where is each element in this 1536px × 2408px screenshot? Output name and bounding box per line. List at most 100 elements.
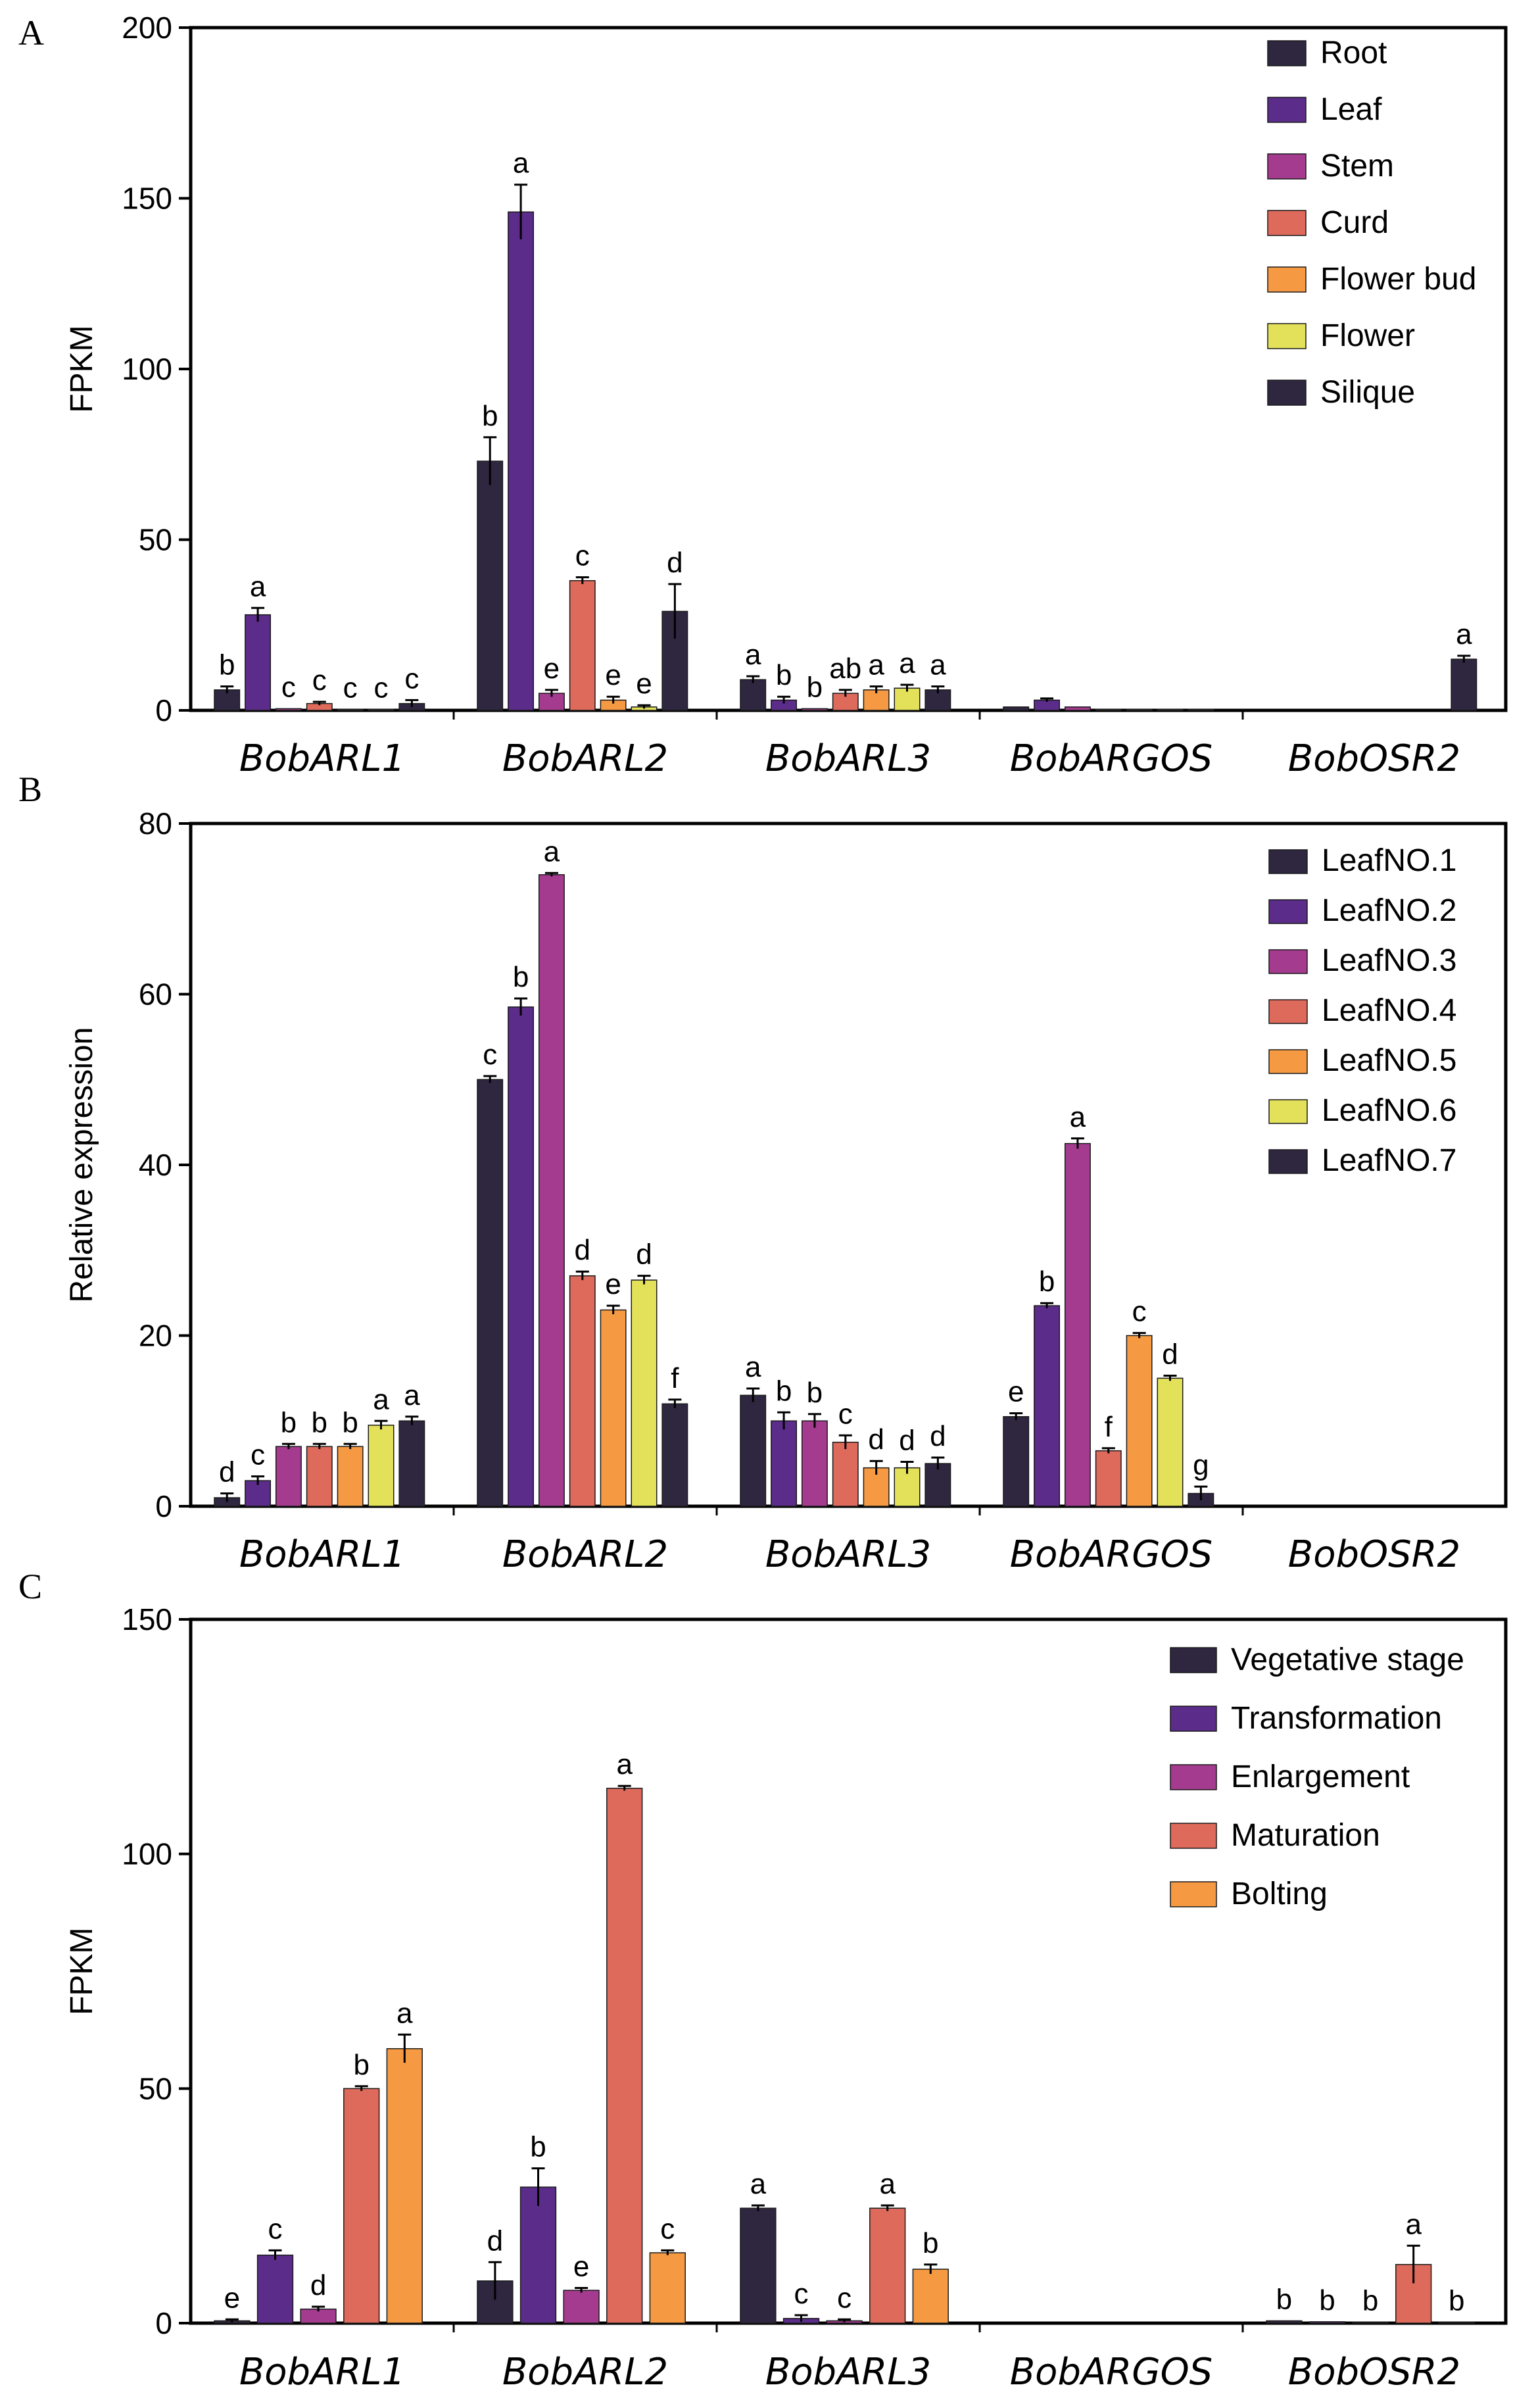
legend-swatch (1267, 380, 1307, 406)
bar-bolting (1438, 2321, 1475, 2324)
bar-transformation (256, 2254, 294, 2324)
significance-letter: e (636, 668, 652, 700)
significance-letter: a (1070, 1101, 1086, 1133)
significance-letter: b (482, 400, 498, 432)
significance-letter: d (310, 2269, 326, 2301)
bar-stem (275, 708, 302, 711)
category-label: BobARL3 (765, 2351, 931, 2394)
y-axis-title: Relative expression (64, 1027, 99, 1303)
legend-swatch (1170, 1647, 1217, 1673)
significance-letter: a (868, 649, 884, 681)
legend-swatch (1267, 97, 1307, 123)
significance-letter: a (930, 649, 946, 681)
legend-label: Leaf (1320, 92, 1382, 127)
category-label: BobARL1 (239, 737, 405, 780)
bar-enlargement (1352, 2321, 1389, 2324)
significance-letter: e (605, 659, 621, 691)
legend-label: Root (1320, 36, 1387, 70)
category-label: BobOSR2 (1288, 1533, 1460, 1576)
significance-letter: d (1162, 1338, 1178, 1370)
y-tick-label: 20 (139, 1319, 172, 1353)
bar-leafno-5 (337, 1446, 364, 1507)
significance-letter: d (487, 2224, 503, 2257)
significance-letter: b (923, 2227, 938, 2259)
bar-leafno-7 (398, 1420, 425, 1507)
legend-label: Maturation (1231, 1818, 1380, 1853)
category-label: BobOSR2 (1288, 2351, 1460, 2394)
y-tick-label: 100 (122, 1837, 172, 1871)
significance-letter: b (1362, 2285, 1378, 2317)
significance-letter: g (1193, 1449, 1209, 1481)
bar-flower-bud (337, 708, 364, 711)
category-label: BobARL2 (502, 737, 668, 780)
y-tick-label: 0 (155, 693, 172, 727)
significance-letter: e (573, 2251, 589, 2283)
significance-letter: a (1405, 2208, 1422, 2240)
significance-letter: a (373, 1383, 389, 1415)
significance-letter: a (750, 2168, 767, 2200)
y-axis-title: FPKM (64, 325, 99, 412)
significance-letter: a (616, 1748, 633, 1781)
significance-letter: a (745, 1351, 761, 1383)
bar-flower (894, 687, 921, 711)
bar-leafno-5 (600, 1309, 627, 1507)
significance-letter: b (776, 659, 792, 691)
y-tick-label: 40 (139, 1148, 172, 1182)
panel-letter: A (18, 13, 44, 53)
significance-letter: c (281, 671, 296, 703)
bar-leafno-4 (832, 1441, 859, 1507)
bar-curd (1095, 708, 1122, 711)
bar-leafno-4 (1095, 1450, 1122, 1507)
significance-letter: e (544, 652, 560, 685)
category-label: BobARL3 (765, 1533, 931, 1576)
bar-transformation (1308, 2321, 1346, 2324)
bar-silique (1188, 708, 1214, 711)
legend-label: LeafNO.4 (1322, 993, 1456, 1028)
bar-maturation (869, 2207, 906, 2324)
bar-leafno-1 (740, 1394, 767, 1507)
bar-leafno-4 (306, 1446, 333, 1507)
legend-swatch (1268, 1149, 1308, 1174)
significance-letter: a (513, 147, 529, 180)
significance-letter: d (575, 1234, 590, 1266)
significance-letter: f (1105, 1411, 1113, 1443)
significance-letter: f (671, 1362, 679, 1394)
category-label: BobARL2 (502, 2351, 668, 2394)
significance-letter: c (268, 2213, 282, 2245)
legend-swatch (1170, 1881, 1217, 1907)
y-tick-label: 60 (139, 977, 172, 1012)
significance-letter: a (879, 2168, 896, 2200)
significance-letter: b (1449, 2285, 1464, 2317)
bar-bolting (649, 2252, 686, 2324)
bar-leafno-7 (661, 1403, 688, 1507)
legend-swatch (1267, 210, 1307, 236)
bar-transformation (519, 2186, 557, 2324)
y-tick-label: 0 (155, 2306, 172, 2340)
y-tick-label: 50 (139, 523, 172, 557)
significance-letter: c (312, 664, 327, 697)
legend-label: LeafNO.7 (1322, 1143, 1456, 1178)
significance-letter: a (544, 835, 560, 868)
legend-swatch (1268, 999, 1308, 1024)
bar-vegetative-stage (1266, 2320, 1303, 2324)
bar-leafno-1 (477, 1079, 504, 1507)
legend-swatch (1267, 40, 1307, 66)
significance-letter: c (838, 1398, 853, 1430)
significance-letter: a (899, 647, 915, 679)
significance-letter: b (513, 961, 529, 993)
bar-leafno-6 (1157, 1377, 1184, 1507)
legend-swatch (1170, 1823, 1217, 1849)
significance-letter: b (530, 2131, 546, 2163)
category-label: BobOSR2 (1288, 737, 1460, 780)
bar-root (1003, 706, 1030, 711)
bar-enlargement (563, 2290, 600, 2324)
significance-letter: b (353, 2049, 369, 2081)
bar-root (740, 679, 767, 711)
significance-letter: c (251, 1439, 265, 1471)
bar-curd (569, 580, 596, 711)
category-label: BobARL3 (765, 737, 931, 780)
legend-label: LeafNO.6 (1322, 1093, 1456, 1128)
bar-maturation (606, 1788, 643, 2324)
